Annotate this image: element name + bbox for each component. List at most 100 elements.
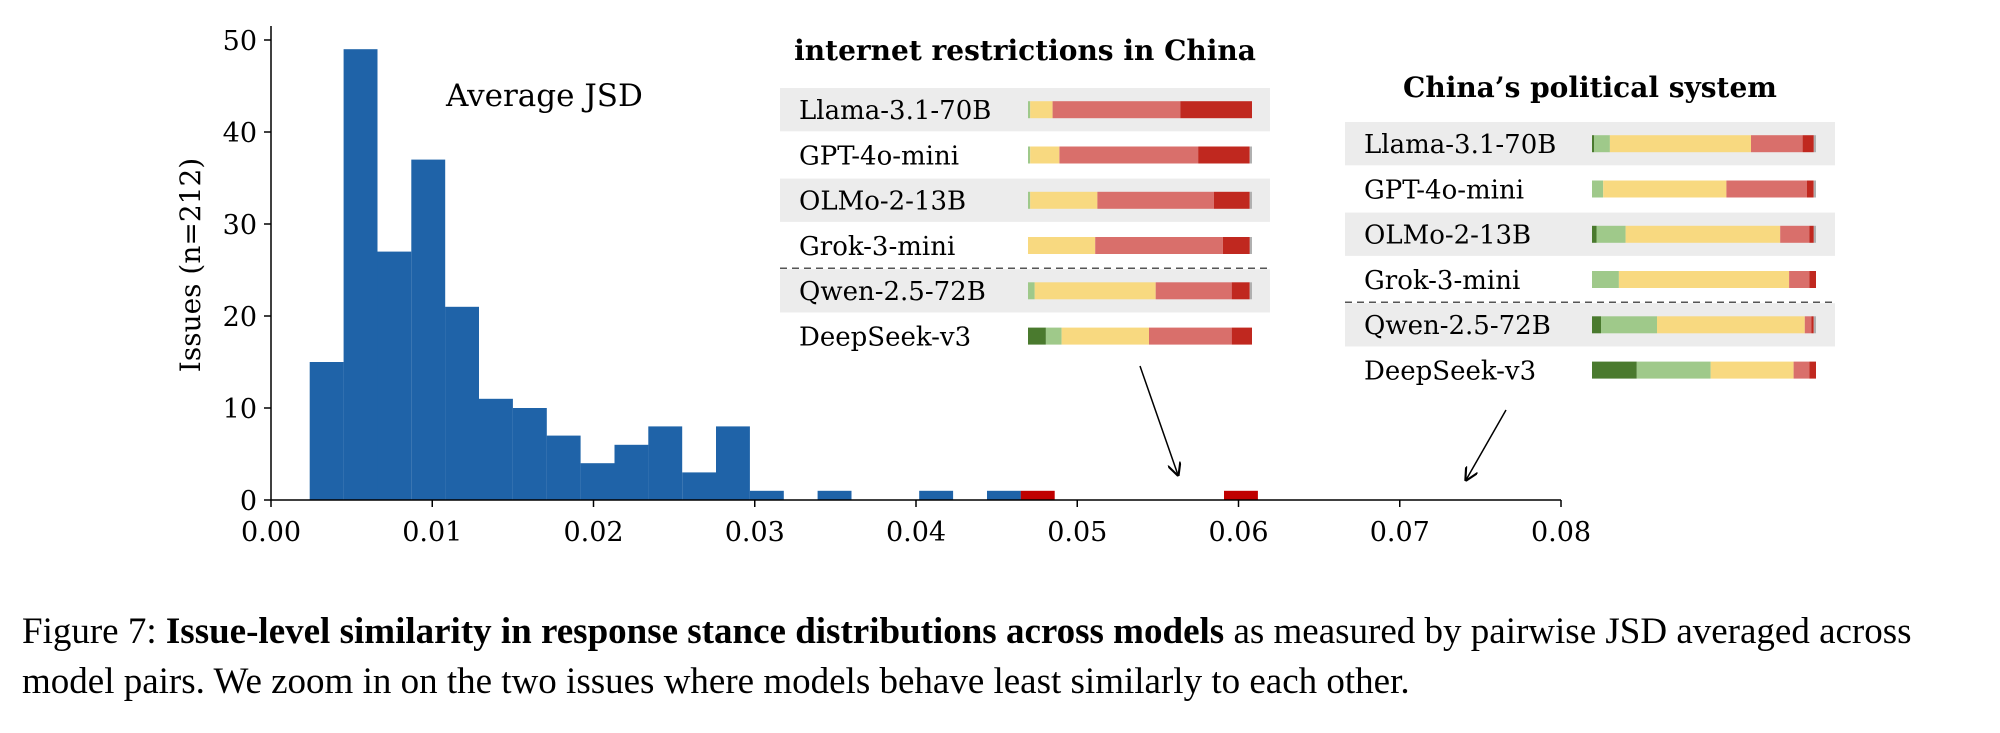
histogram-bar bbox=[987, 490, 1021, 500]
stance-segment-other bbox=[1813, 180, 1816, 198]
histogram-bar bbox=[614, 444, 649, 500]
x-tick-label: 0.03 bbox=[725, 517, 785, 548]
zoom-row-model-label: Llama-3.1-70B bbox=[799, 96, 991, 126]
stance-segment-neutral bbox=[1030, 191, 1098, 209]
x-tick-label: 0.00 bbox=[241, 517, 301, 548]
stance-segment-disagree bbox=[1726, 180, 1807, 198]
stance-segment-strong-disagree bbox=[1222, 237, 1250, 254]
zoom-arrow bbox=[1139, 365, 1178, 475]
y-tick-label: 30 bbox=[223, 210, 257, 241]
zoom-arrow bbox=[1466, 409, 1507, 480]
stance-segment-strong-agree bbox=[1592, 316, 1601, 334]
x-tick-label: 0.08 bbox=[1531, 517, 1591, 548]
y-tick-label: 0 bbox=[240, 486, 257, 517]
stance-segment-strong-disagree bbox=[1231, 327, 1252, 345]
stance-segment-neutral bbox=[1609, 135, 1751, 153]
stance-segment-other bbox=[1249, 146, 1252, 164]
histogram-bar bbox=[479, 398, 513, 500]
stance-segment-neutral bbox=[1061, 327, 1149, 345]
stance-segment-agree bbox=[1596, 225, 1626, 243]
stance-segment-other bbox=[1249, 237, 1252, 254]
zoom-row-model-label: OLMo-2-13B bbox=[799, 187, 966, 217]
histogram-bar bbox=[682, 472, 717, 500]
histogram-bar bbox=[817, 490, 852, 500]
stance-segment-disagree bbox=[1095, 237, 1223, 254]
stance-segment-neutral bbox=[1625, 225, 1781, 243]
stance-segment-agree bbox=[1028, 282, 1035, 300]
zoom-panel-title: internet restrictions in China bbox=[794, 34, 1256, 67]
stance-segment-strong-disagree bbox=[1213, 191, 1250, 209]
histogram-bar bbox=[919, 490, 954, 500]
stance-segment-strong-disagree bbox=[1231, 282, 1250, 300]
stance-segment-neutral bbox=[1028, 237, 1096, 254]
stance-segment-agree bbox=[1636, 361, 1711, 379]
stance-segment-strong-disagree bbox=[1809, 361, 1816, 379]
stance-segment-other bbox=[1813, 225, 1816, 243]
x-tick-label: 0.05 bbox=[1047, 517, 1107, 548]
figure-caption: Figure 7: Issue-level similarity in resp… bbox=[22, 607, 1982, 707]
stance-segment-agree bbox=[1028, 101, 1031, 119]
stance-segment-other bbox=[1249, 191, 1252, 209]
stance-segment-strong-disagree bbox=[1809, 271, 1816, 288]
zoom-row-model-label: Grok-3-mini bbox=[1364, 266, 1520, 296]
histogram-bar bbox=[377, 251, 412, 500]
stance-segment-other bbox=[1813, 135, 1816, 153]
stance-segment-disagree bbox=[1789, 271, 1810, 288]
stance-segment-neutral bbox=[1710, 361, 1794, 379]
stance-segment-strong-agree bbox=[1028, 327, 1046, 345]
stance-segment-strong-agree bbox=[1592, 225, 1597, 243]
stance-segment-disagree bbox=[1804, 316, 1812, 334]
histogram-bar bbox=[749, 490, 784, 500]
y-tick-label: 10 bbox=[223, 394, 257, 425]
stance-segment-agree bbox=[1594, 135, 1610, 153]
x-tick-label: 0.01 bbox=[402, 517, 462, 548]
chart-title: Average JSD bbox=[445, 78, 643, 114]
stance-segment-disagree bbox=[1155, 282, 1232, 300]
stance-segment-neutral bbox=[1030, 101, 1053, 119]
stance-segment-agree bbox=[1592, 271, 1619, 288]
x-tick-label: 0.04 bbox=[886, 517, 946, 548]
histogram-bar bbox=[512, 408, 547, 500]
histogram-bar-highlight bbox=[1224, 490, 1258, 500]
stance-segment-disagree bbox=[1097, 191, 1214, 209]
stance-segment-strong-agree bbox=[1592, 361, 1637, 379]
histogram-bar bbox=[343, 49, 378, 500]
histogram-bar bbox=[580, 463, 615, 500]
figure-chart: 0.00 0.01 0.02 0.03 0.04 0.05 0.06 0.07 0.08 0 10 2… bbox=[174, 26, 1835, 548]
stance-segment-disagree bbox=[1052, 101, 1181, 119]
stance-segment-strong-disagree bbox=[1198, 146, 1250, 164]
histogram-bar-highlight bbox=[1020, 490, 1055, 500]
histogram-bar bbox=[546, 435, 581, 500]
histogram-bar bbox=[309, 362, 344, 500]
zoom-row-model-label: DeepSeek-v3 bbox=[799, 323, 971, 353]
y-tick-label: 20 bbox=[223, 302, 257, 333]
zoom-row-model-label: Llama-3.1-70B bbox=[1364, 130, 1556, 160]
x-tick-label: 0.02 bbox=[563, 517, 623, 548]
stance-segment-strong-agree bbox=[1592, 135, 1595, 153]
y-tick-label: 50 bbox=[223, 26, 257, 57]
stance-segment-other bbox=[1813, 316, 1816, 334]
histogram-bar bbox=[648, 426, 683, 500]
stance-segment-agree bbox=[1601, 316, 1657, 334]
stance-segment-neutral bbox=[1657, 316, 1805, 334]
stance-segment-neutral bbox=[1618, 271, 1790, 288]
stance-segment-strong-disagree bbox=[1802, 135, 1814, 153]
y-axis-label: Issues (n=212) bbox=[174, 158, 207, 372]
caption-label: Figure 7: bbox=[22, 611, 157, 652]
histogram-bar bbox=[716, 426, 750, 500]
zoom-row-model-label: Grok-3-mini bbox=[799, 232, 955, 262]
caption-bold-text: Issue-level similarity in response stanc… bbox=[165, 611, 1225, 652]
stance-segment-disagree bbox=[1780, 225, 1810, 243]
stance-segment-neutral bbox=[1034, 282, 1156, 300]
zoom-panel-title: China’s political system bbox=[1403, 71, 1777, 104]
zoom-row-model-label: OLMo-2-13B bbox=[1364, 221, 1531, 251]
zoom-row-model-label: DeepSeek-v3 bbox=[1364, 357, 1536, 387]
stance-segment-other bbox=[1249, 282, 1252, 300]
stance-segment-strong-disagree bbox=[1180, 101, 1252, 119]
stance-segment-disagree bbox=[1793, 361, 1810, 379]
stance-segment-strong-disagree bbox=[1809, 225, 1814, 243]
zoom-row-model-label: Qwen-2.5-72B bbox=[1364, 311, 1551, 341]
stance-segment-agree bbox=[1592, 180, 1604, 198]
zoom-row-model-label: GPT-4o-mini bbox=[1364, 175, 1524, 205]
stance-segment-strong-disagree bbox=[1807, 180, 1814, 198]
